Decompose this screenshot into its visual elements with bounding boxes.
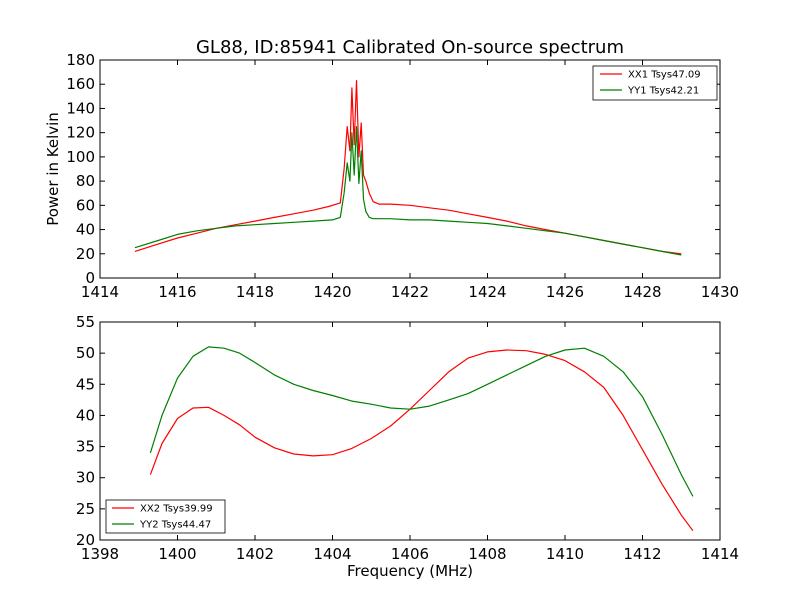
top-y-tick-label: 140 [66,99,95,117]
top-legend-label-yy1: YY1 Tsys42.21 [627,86,699,97]
bottom-legend-label-xx2: XX2 Tsys39.99 [140,504,213,515]
bottom-x-tick-label: 1414 [701,545,739,563]
top-y-tick-label: 40 [76,221,95,239]
bottom-x-tick-label: 1410 [546,545,584,563]
top-x-tick-label: 1426 [546,283,584,301]
bottom-y-tick-label: 50 [76,344,95,362]
top-y-tick-label: 60 [76,196,95,214]
bottom-legend-label-yy2: YY2 Tsys44.47 [139,520,211,531]
bottom-y-tick-label: 20 [76,531,95,549]
top-y-tick-label: 0 [85,269,95,287]
bottom-chart: Frequency (MHz) 1398 1400 1402 1404 1406 1408… [76,313,739,580]
top-x-tick-label: 1424 [468,283,506,301]
top-y-tick-label: 180 [66,51,95,69]
bottom-x-tick-label: 1412 [623,545,661,563]
top-x-tick-label: 1420 [313,283,351,301]
top-y-tick-label: 120 [66,124,95,142]
bottom-y-tick-label: 30 [76,469,95,487]
bottom-x-tick-label: 1408 [468,545,506,563]
top-legend-label-xx1: XX1 Tsys47.09 [628,70,701,81]
top-plot-area: 1414 1416 1418 1420 1422 1424 1426 1428 1430 0 20 4… [66,51,739,301]
bottom-y-tick-label: 40 [76,406,95,424]
top-series-line-1 [134,79,682,255]
top-x-tick-label: 1422 [391,283,429,301]
bottom-x-tick-label: 1398 [81,545,119,563]
bottom-x-tick-label: 1404 [313,545,351,563]
bottom-legend: XX2 Tsys39.99 YY2 Tsys44.47 [105,499,226,534]
top-y-tick-label: 80 [76,172,95,190]
top-y-tick-label: 20 [76,245,95,263]
top-chart-title: GL88, ID:85941 Calibrated On-source spec… [196,37,624,58]
bottom-x-tick-label: 1406 [391,545,429,563]
bottom-series-line-2 [149,346,694,497]
top-x-tick-label: 1416 [158,283,196,301]
top-series-line-2 [134,125,682,256]
top-x-tick-label: 1430 [701,283,739,301]
bottom-y-tick-label: 25 [76,500,95,518]
top-y-tick-label: 100 [66,148,95,166]
top-x-tick-label: 1428 [623,283,661,301]
top-y-tick-label: 160 [66,75,95,93]
top-chart: GL88, ID:85941 Calibrated On-source spec… [44,37,739,301]
bottom-series-line-1 [149,349,694,532]
top-legend: XX1 Tsys47.09 YY1 Tsys42.21 [592,65,718,101]
bottom-x-tick-label: 1402 [236,545,274,563]
bottom-y-tick-label: 45 [76,375,95,393]
top-x-tick-label: 1414 [81,283,119,301]
bottom-y-tick-label: 55 [76,313,95,331]
bottom-y-tick-label: 35 [76,438,95,456]
bottom-plot-area: 1398 1400 1402 1404 1406 1408 1410 1412 1414 20 25… [76,313,739,563]
top-y-axis-label: Power in Kelvin [44,112,62,226]
bottom-x-tick-label: 1400 [158,545,196,563]
bottom-x-axis-label: Frequency (MHz) [347,562,473,580]
top-x-tick-label: 1418 [236,283,274,301]
